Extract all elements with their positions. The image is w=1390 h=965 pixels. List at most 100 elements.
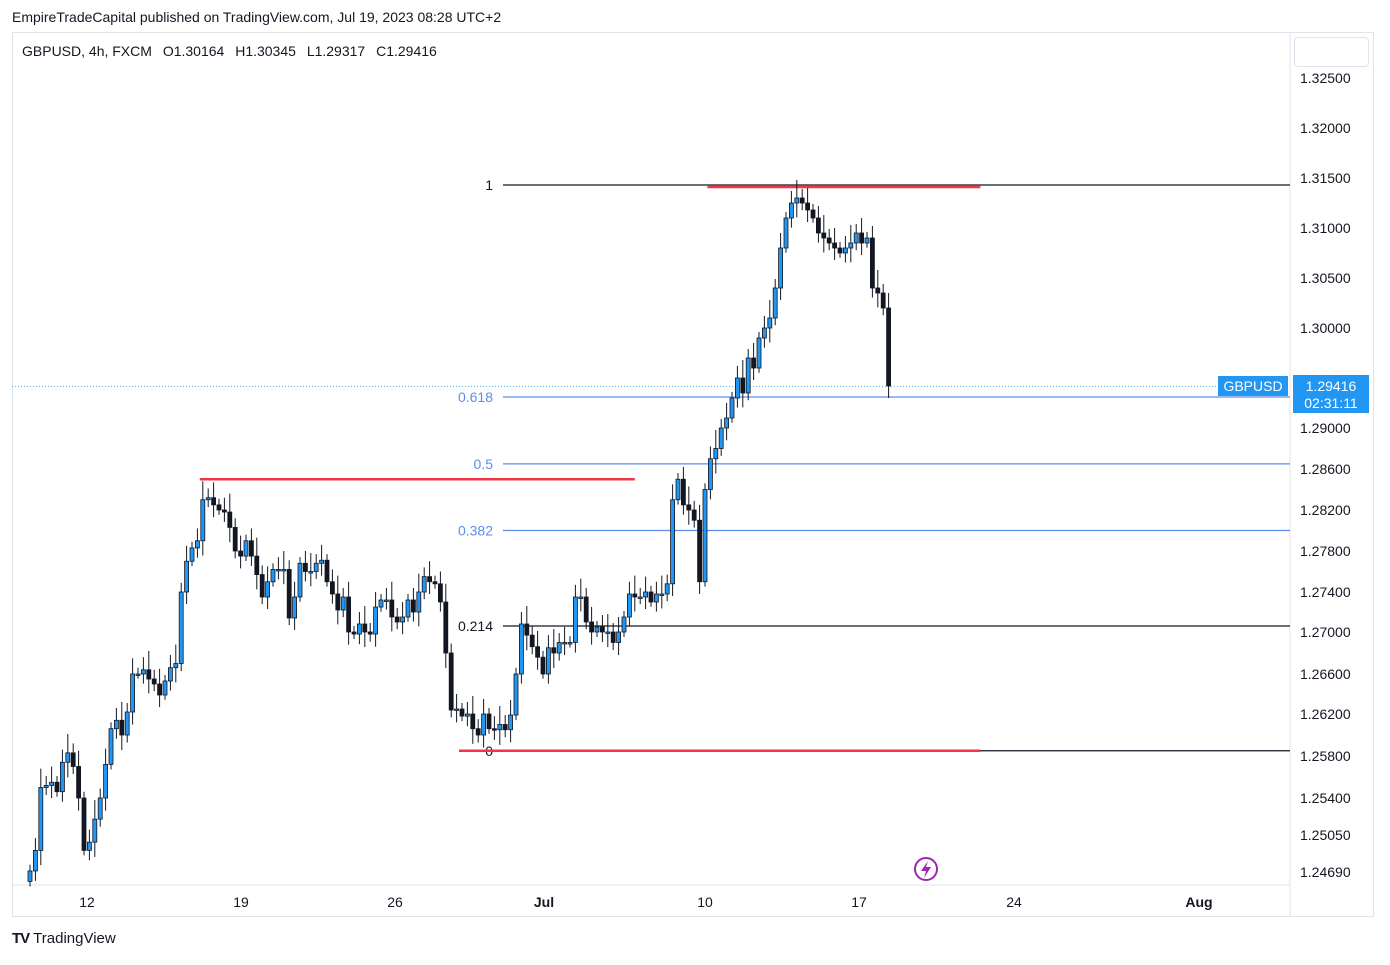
candle-bear [859,232,864,244]
candle-bull [130,673,136,713]
time-tick-label: 26 [387,894,403,910]
time-tick-label: 10 [697,894,713,910]
candle-bear [551,647,557,654]
candle-bear [826,237,832,244]
time-tick-label: 24 [1006,894,1022,910]
candle-bull [65,752,71,763]
candle-bull [643,591,648,598]
candle-bull [708,458,713,490]
candle-bear [805,202,810,211]
brand-name: TradingView [33,930,116,947]
candle-bull [659,593,665,596]
candle-bull [664,583,670,595]
candle-bull [400,616,406,623]
candle-bear [486,713,492,730]
candle-bull [519,623,524,675]
candle-bull [49,781,54,786]
candle-bull [702,489,708,583]
candle-bear [216,504,222,511]
candle-bull [281,569,287,572]
candle-bear [821,232,827,239]
candle-bear [448,652,454,711]
candle-bear [259,574,265,598]
candle-bear [681,478,686,506]
candle-bull [573,596,578,643]
candle-bull [92,818,98,843]
candle-bull [378,599,384,608]
lightning-icon[interactable] [914,857,938,881]
candle-bear [232,527,238,552]
candle-bear [880,292,886,309]
candle-bull [621,616,627,633]
candle-bull [556,642,562,654]
price-tick-label: 1.26600 [1300,666,1351,682]
symbol-info[interactable]: GBPUSD, 4h, FXCM [22,43,152,59]
candle-bear [740,377,746,394]
candle-bull [508,714,514,731]
candle-bull [87,841,92,851]
candle-bear [697,519,702,583]
candle-bull [205,497,211,501]
candle-bull [578,596,584,599]
candle-bear [54,781,60,793]
candle-bear [691,509,697,521]
chart-pane[interactable] [12,32,1374,917]
candle-bull [562,642,567,645]
candle-bear [535,646,540,658]
candle-bull [162,680,168,696]
candle-bear [870,237,875,289]
time-tick-label: Aug [1185,894,1212,910]
fib-level-label: 0.618 [458,389,493,405]
candle-bear [475,728,481,736]
candle-bull [108,728,114,765]
fib-level-label: 0.5 [474,456,494,472]
candle-bull [762,327,767,339]
horizontal-rays[interactable] [199,185,981,752]
candle-bull [497,724,503,731]
price-tick-label: 1.27400 [1300,584,1351,600]
candle-bull [616,631,621,643]
price-tick-label: 1.28200 [1300,502,1351,518]
fib-level-label: 0.214 [458,618,493,634]
candle-bear [540,656,546,675]
candle-bull [308,571,314,574]
candle-bull [772,287,778,319]
low-value: L1.29317 [306,43,366,59]
candle-bear [816,217,821,234]
candle-bear [751,357,756,369]
candle-bull [789,202,794,219]
candle-bull [756,337,762,369]
candle-bear [459,708,465,717]
candle-bull [243,540,249,557]
candle-bull [340,596,346,611]
candle-bull [373,606,379,635]
candle-bull [103,764,108,799]
candle-bear [302,562,308,572]
candle-bull [356,623,362,635]
candle-bull [853,232,859,244]
price-tick-label: 1.28600 [1300,461,1351,477]
candle-bear [427,576,433,583]
candle-bear [367,631,373,635]
candle-bull [675,478,681,501]
symbol-legend: GBPUSD, 4h, FXCM O1.30164 H1.30345 L1.29… [22,43,444,59]
candle-bull [729,397,735,419]
candle-bear [157,683,163,696]
candlesticks [27,180,891,887]
candle-bear [502,724,508,731]
time-tick-label: 19 [233,894,249,910]
candle-bull [464,713,470,717]
price-tick-label: 1.31000 [1300,220,1351,236]
candle-bear [351,631,357,635]
scale-settings-button[interactable] [1294,37,1369,67]
candle-bear [886,307,891,387]
price-tick-label: 1.31500 [1300,170,1351,186]
candle-bull [670,499,675,585]
candle-bear [146,669,152,680]
candle-bull [718,427,724,449]
candle-bear [70,752,76,767]
candle-bear [632,593,638,598]
candle-bull [265,581,271,598]
candle-bear [227,511,233,528]
